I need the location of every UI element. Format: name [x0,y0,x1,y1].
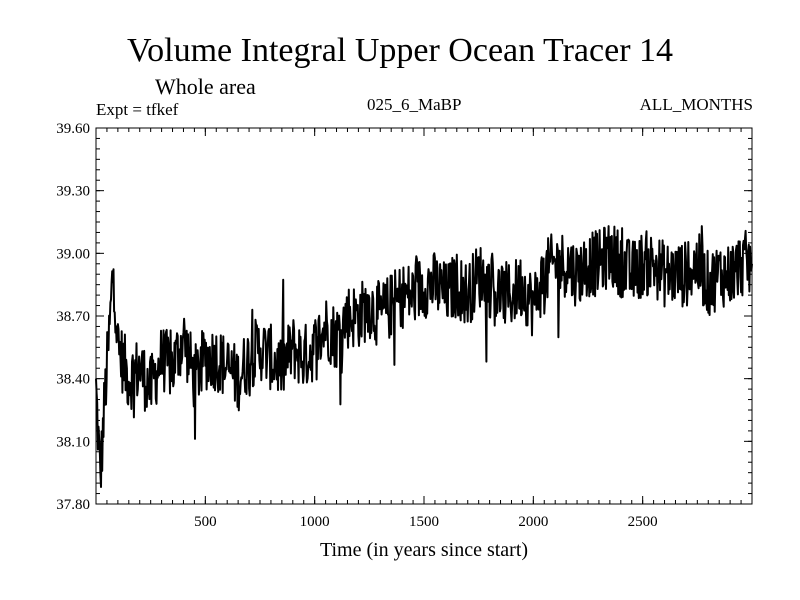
period-label: 025_6_MaBP [367,95,462,114]
x-tick-label: 2000 [518,514,548,530]
tick-labels: 500 1000 1500 2000 2500 37.80 38.10 38.40 38.70 3… [56,121,657,530]
y-tick-label: 38.70 [56,309,90,325]
y-tick-label: 39.60 [56,121,90,137]
y-tick-label: 38.10 [56,434,90,450]
y-tick-label: 39.30 [56,184,90,200]
y-tick-label: 38.40 [56,372,90,388]
x-tick-label: 500 [194,514,217,530]
months-label: ALL_MONTHS [639,95,753,114]
x-tick-label: 2500 [628,514,658,530]
chart-subtitle: Whole area [155,74,256,99]
x-tick-label: 1500 [409,514,439,530]
y-tick-label: 39.00 [56,246,90,262]
y-tick-label: 37.80 [56,497,90,513]
x-axis-label: Time (in years since start) [320,539,528,561]
series-line [95,225,753,488]
experiment-label: Expt = tfkef [96,100,179,119]
x-tick-label: 1000 [300,514,330,530]
chart-title: Volume Integral Upper Ocean Tracer 14 [126,32,674,69]
plot-frame [95,127,753,505]
